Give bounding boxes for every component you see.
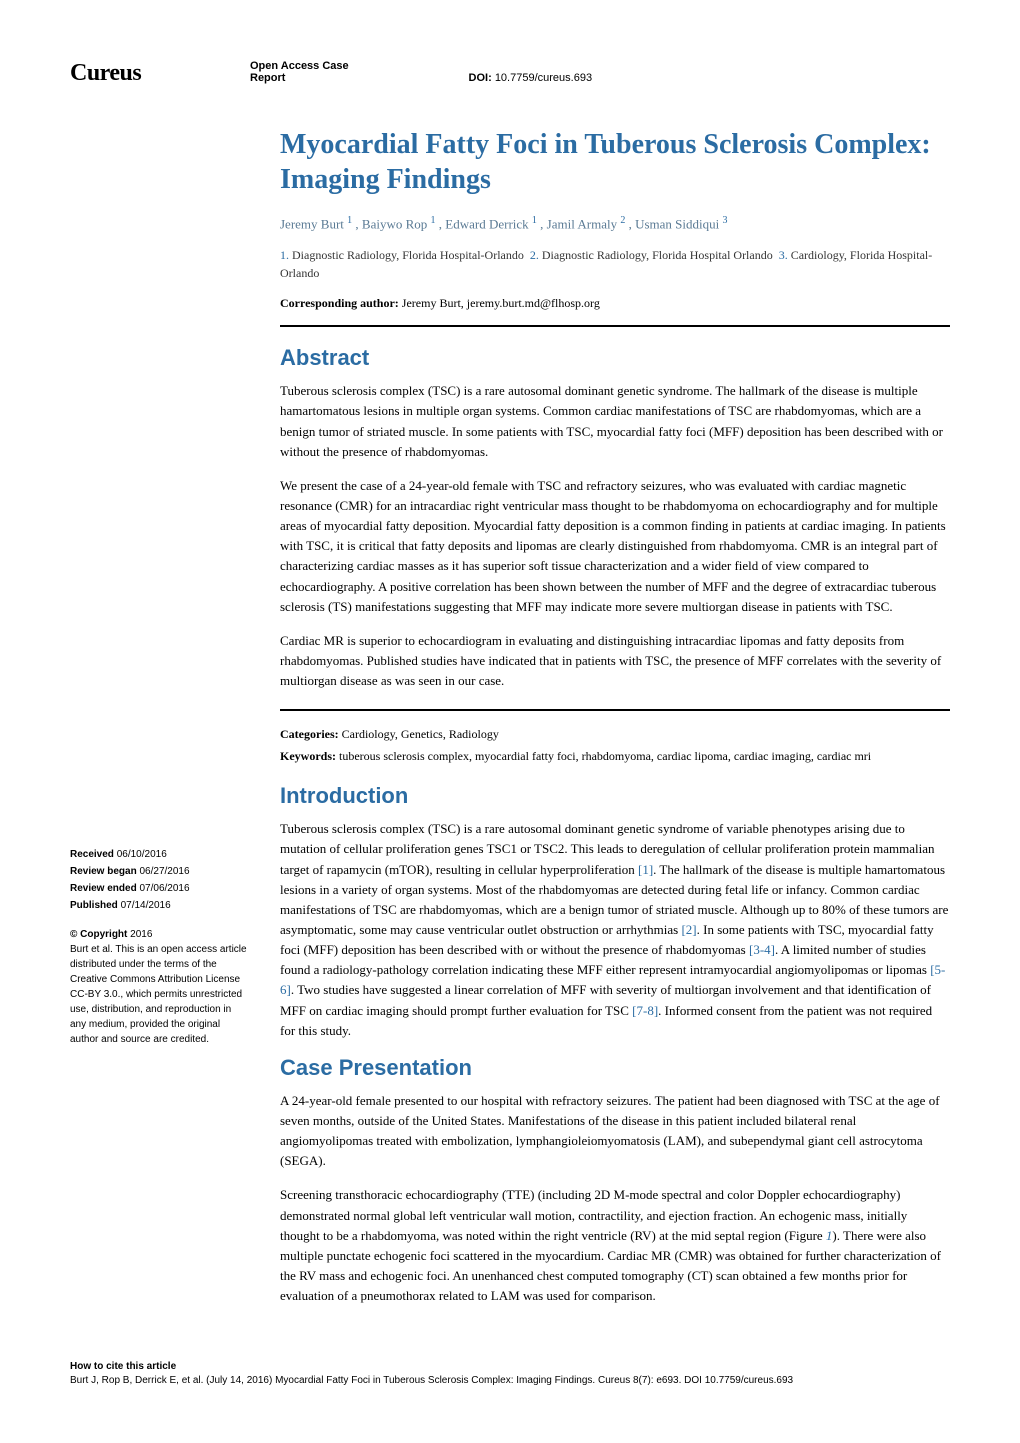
received-label: Received: [70, 849, 114, 860]
citation-link[interactable]: [7-8]: [632, 1003, 658, 1018]
abstract-p2: We present the case of a 24-year-old fem…: [280, 476, 950, 617]
categories: Categories: Cardiology, Genetics, Radiol…: [280, 725, 950, 743]
abstract-p3: Cardiac MR is superior to echocardiogram…: [280, 631, 950, 691]
citation-link[interactable]: [3-4]: [749, 942, 775, 957]
divider: [280, 709, 950, 711]
corresponding-text: Jeremy Burt, jeremy.burt.md@flhosp.org: [402, 296, 600, 310]
case-p1: A 24-year-old female presented to our ho…: [280, 1091, 950, 1172]
access-type-line2: Report: [250, 72, 285, 84]
affiliation-num: 3.: [779, 248, 788, 262]
keywords: Keywords: tuberous sclerosis complex, my…: [280, 747, 950, 765]
affiliation-num: 2.: [530, 248, 539, 262]
copyright-label: © Copyright: [70, 929, 127, 940]
keywords-text: tuberous sclerosis complex, myocardial f…: [339, 749, 871, 763]
author-sup: 1: [532, 215, 537, 226]
copyright-year: 2016: [130, 929, 152, 940]
cite-text: Burt J, Rop B, Derrick E, et al. (July 1…: [70, 1375, 793, 1386]
categories-label: Categories:: [280, 727, 339, 741]
categories-text: Cardiology, Genetics, Radiology: [342, 727, 499, 741]
journal-logo: Cureus: [70, 60, 250, 87]
author-name[interactable]: Jamil Armaly: [547, 216, 617, 231]
author-name[interactable]: Edward Derrick: [445, 216, 528, 231]
published-label: Published: [70, 900, 118, 911]
abstract-p1: Tuberous sclerosis complex (TSC) is a ra…: [280, 381, 950, 462]
author-name[interactable]: Baiywo Rop: [362, 216, 427, 231]
affiliation-text: Diagnostic Radiology, Florida Hospital-O…: [292, 248, 524, 262]
author-sup: 1: [347, 215, 352, 226]
case-heading: Case Presentation: [280, 1055, 950, 1081]
case-p2: Screening transthoracic echocardiography…: [280, 1185, 950, 1306]
access-type-line1: Open Access Case: [250, 60, 950, 72]
page-header: Cureus Open Access Case Report DOI: 10.7…: [70, 60, 950, 87]
received-date: 06/10/2016: [117, 849, 167, 860]
introduction-p1: Tuberous sclerosis complex (TSC) is a ra…: [280, 819, 950, 1041]
citation-link[interactable]: [2]: [681, 922, 696, 937]
doi-value: 10.7759/cureus.693: [495, 72, 592, 84]
author-list: Jeremy Burt 1 , Baiywo Rop 1 , Edward De…: [280, 215, 950, 232]
corresponding-label: Corresponding author:: [280, 296, 399, 310]
author-name[interactable]: Usman Siddiqui: [635, 216, 719, 231]
author-name[interactable]: Jeremy Burt: [280, 216, 344, 231]
author-sup: 2: [620, 215, 625, 226]
affiliation-text: Diagnostic Radiology, Florida Hospital O…: [542, 248, 773, 262]
corresponding-author: Corresponding author: Jeremy Burt, jerem…: [280, 296, 950, 311]
citation-footer: How to cite this article Burt J, Rop B, …: [70, 1360, 950, 1388]
cite-label: How to cite this article: [70, 1361, 176, 1372]
review-began-label: Review began: [70, 866, 137, 877]
review-ended-label: Review ended: [70, 883, 137, 894]
published-date: 07/14/2016: [121, 900, 171, 911]
affiliations: 1. Diagnostic Radiology, Florida Hospita…: [280, 246, 950, 282]
doi-label: DOI:: [469, 72, 492, 84]
divider: [280, 325, 950, 327]
abstract-heading: Abstract: [280, 345, 950, 371]
article-title: Myocardial Fatty Foci in Tuberous Sclero…: [280, 127, 950, 197]
author-sup: 1: [431, 215, 436, 226]
keywords-label: Keywords:: [280, 749, 336, 763]
review-ended-date: 07/06/2016: [139, 883, 189, 894]
author-sup: 3: [723, 215, 728, 226]
review-began-date: 06/27/2016: [139, 866, 189, 877]
affiliation-num: 1.: [280, 248, 289, 262]
citation-link[interactable]: [1]: [638, 862, 653, 877]
introduction-heading: Introduction: [280, 783, 950, 809]
sidebar-metadata: Received 06/10/2016 Review began 06/27/2…: [70, 127, 250, 1320]
copyright-text: Burt et al. This is an open access artic…: [70, 942, 250, 1047]
